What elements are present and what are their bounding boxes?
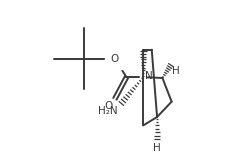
Text: H: H: [172, 66, 179, 76]
Text: O: O: [110, 54, 119, 64]
Text: H₂N: H₂N: [98, 105, 117, 115]
Text: N: N: [144, 71, 152, 81]
Text: H: H: [153, 143, 160, 153]
Text: O: O: [104, 101, 112, 111]
